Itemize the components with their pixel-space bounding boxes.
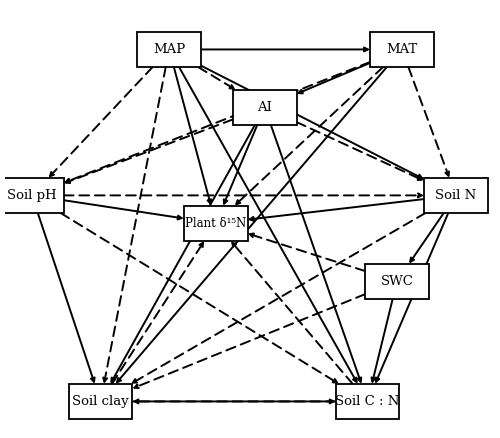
FancyBboxPatch shape	[233, 90, 296, 125]
Text: MAP: MAP	[153, 43, 186, 56]
FancyBboxPatch shape	[424, 178, 488, 213]
Text: Soil pH: Soil pH	[7, 189, 57, 202]
FancyBboxPatch shape	[138, 32, 201, 67]
FancyBboxPatch shape	[68, 384, 132, 419]
Text: Plant δ¹⁵N: Plant δ¹⁵N	[185, 217, 246, 230]
Text: Soil C : N: Soil C : N	[336, 395, 400, 408]
Text: Soil clay: Soil clay	[72, 395, 129, 408]
Text: AI: AI	[257, 101, 272, 114]
Text: SWC: SWC	[380, 275, 414, 288]
FancyBboxPatch shape	[184, 206, 248, 241]
FancyBboxPatch shape	[0, 178, 64, 213]
FancyBboxPatch shape	[365, 264, 429, 299]
FancyBboxPatch shape	[336, 384, 400, 419]
Text: MAT: MAT	[386, 43, 418, 56]
Text: Soil N: Soil N	[435, 189, 476, 202]
FancyBboxPatch shape	[370, 32, 434, 67]
